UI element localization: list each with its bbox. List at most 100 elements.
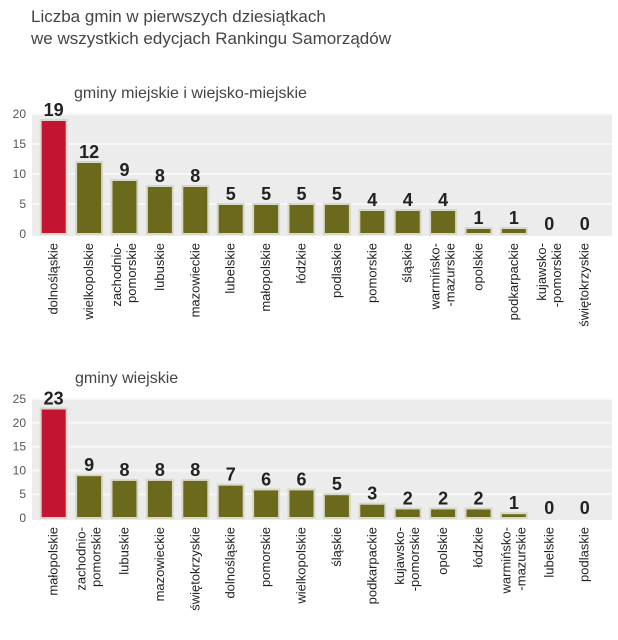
- category-label: podkarpackie: [364, 527, 379, 604]
- category-label: -pomorskie: [549, 243, 564, 307]
- value-label: 1: [509, 493, 519, 513]
- plot-area: [32, 399, 612, 520]
- y-tick-label: 5: [19, 197, 26, 211]
- chart-subtitle: gminy wiejskie: [75, 370, 178, 387]
- category-label: -mazurskie: [443, 243, 458, 307]
- chart-title: Liczba gmin w pierwszych dziesiątkach we…: [31, 6, 391, 50]
- bar: [358, 209, 387, 235]
- bar: [464, 227, 493, 235]
- category-label: podlaskie: [577, 527, 592, 582]
- category-label: pomorskie: [124, 243, 139, 303]
- y-tick-label: 0: [19, 227, 26, 241]
- value-label: 9: [119, 160, 129, 180]
- bar: [499, 512, 528, 519]
- value-label: 5: [332, 184, 342, 204]
- category-label: kujawsko-: [392, 527, 407, 585]
- value-label: 8: [119, 460, 129, 480]
- value-label: 6: [261, 469, 271, 489]
- y-tick-label: 15: [13, 440, 27, 454]
- bar: [145, 478, 174, 520]
- bar: [464, 507, 493, 520]
- category-label: -pomorskie: [407, 527, 422, 591]
- category-label: mazowieckie: [152, 527, 167, 601]
- category-label: łódzkie: [294, 243, 309, 283]
- y-tick-label: 25: [13, 392, 27, 406]
- value-label: 5: [296, 184, 306, 204]
- y-tick-label: 20: [13, 416, 27, 430]
- value-label: 8: [190, 460, 200, 480]
- value-label: 4: [403, 190, 413, 210]
- bar: [75, 161, 104, 235]
- bar: [393, 209, 422, 235]
- bar: [429, 209, 458, 235]
- bar: [287, 488, 316, 520]
- category-label: warmińsko-: [498, 527, 513, 594]
- bar: [110, 179, 139, 235]
- category-label: pomorskie: [258, 527, 273, 587]
- value-label: 6: [296, 469, 306, 489]
- category-label: podkarpackie: [506, 243, 521, 320]
- category-label: świętokrzyskie: [577, 243, 592, 327]
- y-tick-label: 5: [19, 487, 26, 501]
- category-label: opolskie: [471, 243, 486, 291]
- chart-1: gminy miejskie i wiejsko-miejskie0510152…: [13, 85, 612, 327]
- category-label: opolskie: [435, 527, 450, 575]
- category-label: wielkopolskie: [81, 243, 96, 321]
- bar: [287, 203, 316, 235]
- category-label: zachodnio-: [74, 527, 89, 591]
- y-tick-label: 10: [13, 463, 27, 477]
- category-label: śląskie: [329, 527, 344, 567]
- bar: [322, 493, 351, 520]
- category-label: podlaskie: [329, 243, 344, 298]
- category-label: łódzkie: [471, 527, 486, 567]
- category-label: lubelskie: [541, 527, 556, 578]
- value-label: 1: [509, 208, 519, 228]
- value-label: 1: [473, 208, 483, 228]
- bar: [145, 185, 174, 235]
- category-label: małopolskie: [46, 527, 61, 596]
- category-label: warmińsko-: [428, 243, 443, 310]
- value-label: 0: [580, 498, 590, 518]
- category-label: kujawsko-: [534, 243, 549, 301]
- value-label: 0: [544, 214, 554, 234]
- category-label: małopolskie: [258, 243, 273, 312]
- category-label: lubelskie: [223, 243, 238, 294]
- y-tick-label: 15: [13, 137, 27, 151]
- value-label: 9: [84, 455, 94, 475]
- category-label: wielkopolskie: [294, 527, 309, 605]
- category-label: zachodnio-: [109, 243, 124, 307]
- value-label: 4: [438, 190, 448, 210]
- value-label: 2: [473, 488, 483, 508]
- value-label: 5: [261, 184, 271, 204]
- chart-title-line-1: Liczba gmin w pierwszych dziesiątkach: [31, 7, 326, 26]
- category-label: pomorskie: [364, 243, 379, 303]
- category-label: świętokrzyskie: [187, 527, 202, 611]
- bar: [358, 502, 387, 520]
- bar: [110, 478, 139, 520]
- bar: [181, 185, 210, 235]
- value-label: 2: [403, 488, 413, 508]
- category-label: dolnośląskie: [46, 243, 61, 315]
- y-tick-label: 0: [19, 511, 26, 525]
- value-label: 4: [367, 190, 377, 210]
- value-label: 5: [332, 474, 342, 494]
- category-label: mazowieckie: [187, 243, 202, 317]
- bar: [252, 488, 281, 520]
- bar: [181, 478, 210, 520]
- value-label: 19: [44, 100, 64, 120]
- bar: [39, 407, 68, 519]
- value-label: 12: [79, 142, 99, 162]
- chart-title-line-2: we wszystkich edycjach Rankingu Samorząd…: [31, 29, 391, 48]
- category-label: lubuskie: [117, 527, 132, 575]
- value-label: 8: [155, 460, 165, 480]
- bar: [216, 483, 245, 519]
- y-tick-label: 10: [13, 167, 27, 181]
- bar: [39, 119, 68, 235]
- value-label: 7: [226, 465, 236, 485]
- value-label: 5: [226, 184, 236, 204]
- value-label: 0: [544, 498, 554, 518]
- value-label: 8: [155, 166, 165, 186]
- value-label: 3: [367, 484, 377, 504]
